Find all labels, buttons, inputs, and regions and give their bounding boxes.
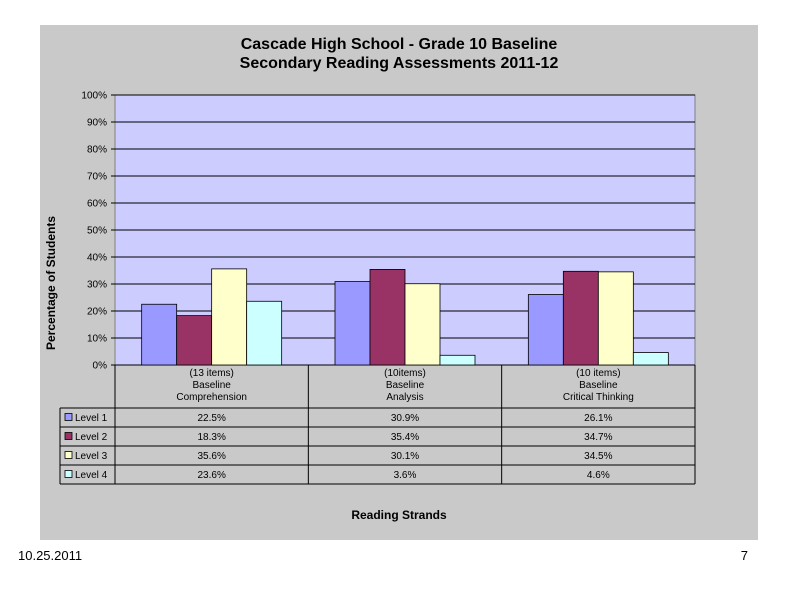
bar-chart: 0% 10% 20% 30% 40% 50% 60% 70% 80% 90% 100% (13 ite…	[59, 91, 696, 485]
legend-label: Level 4	[75, 470, 108, 481]
y-tick-label: 30%	[87, 280, 107, 291]
bar-level-2	[176, 315, 213, 366]
legend-key-level-4	[64, 470, 73, 478]
data-table-value: 3.6%	[394, 470, 417, 481]
slide-page-number: 7	[740, 548, 748, 563]
bar-level-1	[527, 294, 564, 366]
bar-level-1	[334, 281, 371, 366]
bar-level-3	[597, 271, 634, 366]
y-tick-label: 100%	[81, 91, 107, 102]
data-table-value: 34.7%	[584, 432, 612, 443]
category-label: (13 items)	[189, 368, 233, 379]
data-table-value: 34.5%	[584, 451, 612, 462]
category-label: Comprehension	[176, 392, 247, 403]
bar-level-3	[211, 268, 248, 366]
y-tick-label: 70%	[87, 172, 107, 183]
y-axis-label: Percentage of Students	[44, 215, 58, 351]
y-tick-label: 40%	[87, 253, 107, 264]
chart-title-line-2: Secondary Reading Assessments 2011-12	[239, 55, 559, 72]
category-label: Baseline	[386, 380, 425, 391]
legend-label: Level 2	[75, 432, 108, 443]
data-table-value: 18.3%	[197, 432, 225, 443]
bar-level-4	[632, 352, 669, 366]
legend-label: Level 3	[75, 451, 108, 462]
data-table-value: 22.5%	[197, 413, 225, 424]
y-tick-label: 0%	[93, 361, 108, 372]
y-tick-label: 80%	[87, 145, 107, 156]
y-tick-label: 90%	[87, 118, 107, 129]
category-label: Baseline	[579, 380, 618, 391]
bar-level-2	[369, 269, 406, 366]
chart-panel: Cascade High School - Grade 10 Baseline …	[40, 25, 758, 540]
data-table-value: 23.6%	[197, 470, 225, 481]
data-table-value: 35.4%	[391, 432, 419, 443]
y-tick-label: 20%	[87, 307, 107, 318]
category-label: Critical Thinking	[563, 392, 634, 403]
x-axis-label: Reading Strands	[351, 508, 447, 522]
category-label: (10 items)	[576, 368, 620, 379]
data-table-value: 4.6%	[587, 470, 610, 481]
category-label: (10items)	[384, 368, 426, 379]
y-tick-label: 50%	[87, 226, 107, 237]
bar-level-4	[246, 300, 283, 366]
legend-key-level-3	[64, 451, 73, 459]
y-tick-label: 60%	[87, 199, 107, 210]
bar-level-3	[404, 283, 441, 366]
bar-level-4	[439, 354, 476, 366]
category-label: Baseline	[192, 380, 231, 391]
bar-level-1	[141, 303, 178, 366]
data-table-value: 30.9%	[391, 413, 419, 424]
data-table-value: 30.1%	[391, 451, 419, 462]
data-table-value: 35.6%	[197, 451, 225, 462]
chart-title-line-1: Cascade High School - Grade 10 Baseline	[240, 36, 558, 53]
bar-level-2	[562, 270, 599, 366]
data-table-value: 26.1%	[584, 413, 612, 424]
legend-key-level-1	[64, 413, 73, 421]
slide-date: 10.25.2011	[18, 548, 83, 563]
y-tick-label: 10%	[87, 334, 107, 345]
legend-key-level-2	[64, 432, 73, 440]
legend-label: Level 1	[75, 413, 108, 424]
category-label: Analysis	[386, 392, 423, 403]
